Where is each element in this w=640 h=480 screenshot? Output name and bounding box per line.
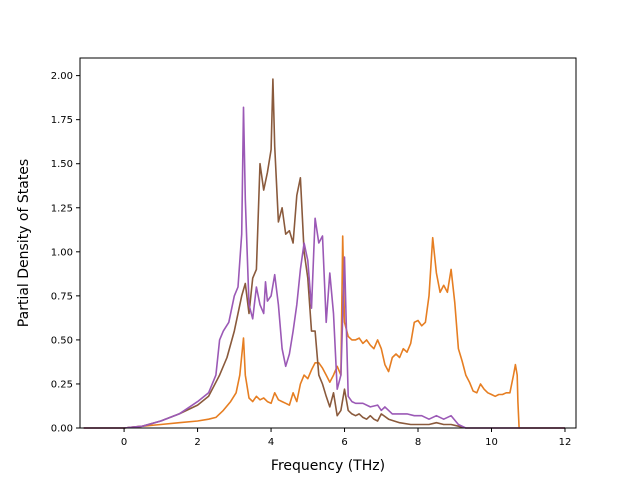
y-tick-label: 0.00	[51, 424, 73, 435]
series-line-1	[83, 235, 565, 429]
y-tick-label: 0.50	[51, 335, 73, 346]
x-tick-label: 12	[559, 437, 572, 448]
x-tick-label: 6	[341, 437, 347, 448]
y-tick-label: 0.25	[51, 379, 73, 390]
x-tick-label: 8	[415, 437, 421, 448]
x-axis-label: Frequency (THz)	[271, 458, 385, 474]
y-tick-label: 1.25	[51, 203, 73, 214]
y-tick-label: 1.00	[51, 247, 73, 258]
series-line-3	[83, 106, 565, 429]
series-line-2	[83, 78, 565, 429]
y-tick-label: 1.50	[51, 159, 73, 170]
y-axis: 0.00 0.25 0.50 0.75 1.00 1.25 1.50 1.75 2.00	[51, 71, 80, 435]
y-axis-label: Partial Density of States	[16, 159, 32, 327]
y-tick-label: 1.75	[51, 115, 73, 126]
y-tick-label: 0.75	[51, 291, 73, 302]
x-axis: 0 2 4 6 8 10 12	[121, 428, 571, 448]
x-tick-label: 0	[121, 437, 127, 448]
x-tick-label: 10	[485, 437, 498, 448]
plot-frame	[79, 57, 577, 429]
x-tick-label: 2	[194, 437, 200, 448]
y-tick-label: 2.00	[51, 71, 73, 82]
plot-lines	[83, 78, 565, 429]
x-tick-label: 4	[268, 437, 274, 448]
